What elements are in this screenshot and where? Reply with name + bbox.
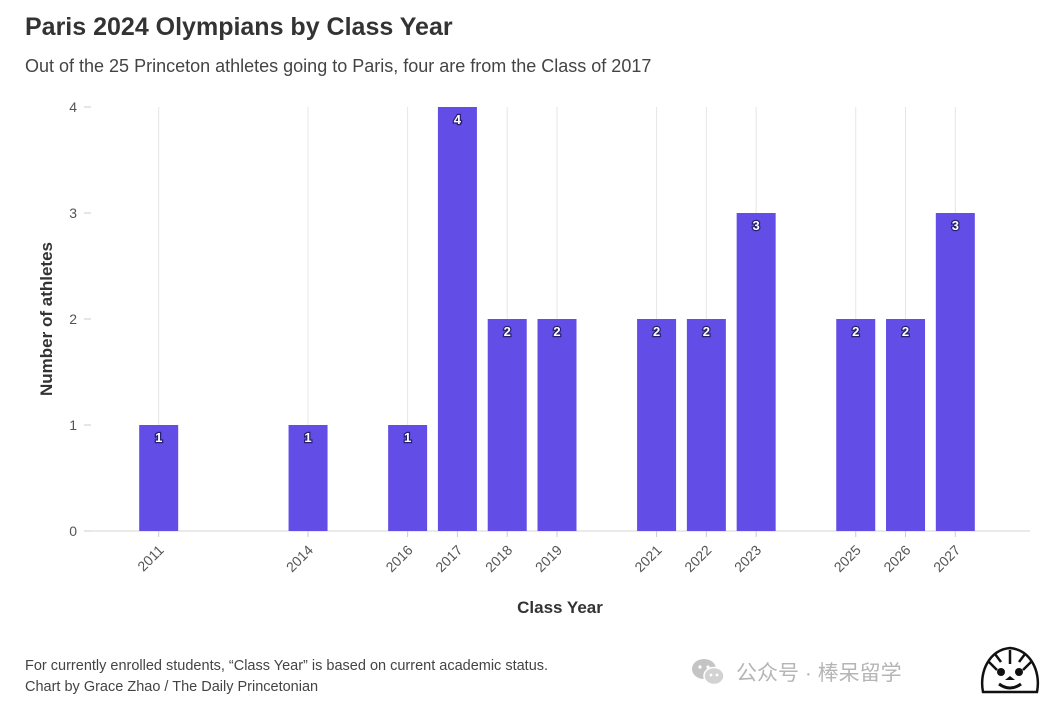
bar bbox=[388, 425, 428, 531]
bar bbox=[836, 319, 876, 531]
bar-data-label: 3 bbox=[952, 218, 959, 233]
bar bbox=[437, 107, 477, 531]
watermark: 公众号 · 棒呆留学 bbox=[690, 652, 902, 692]
x-tick-label: 2016 bbox=[382, 542, 415, 575]
bar bbox=[935, 213, 975, 531]
bar-data-label: 4 bbox=[454, 112, 462, 127]
bar-data-label: 1 bbox=[155, 430, 162, 445]
bar bbox=[288, 425, 328, 531]
bar-data-label: 2 bbox=[553, 324, 560, 339]
bar bbox=[686, 319, 726, 531]
chart-title: Paris 2024 Olympians by Class Year bbox=[25, 13, 453, 41]
bar-data-label: 2 bbox=[902, 324, 909, 339]
x-tick-label: 2019 bbox=[532, 542, 565, 575]
y-tick-label: 1 bbox=[69, 417, 77, 433]
x-axis-label: Class Year bbox=[517, 598, 603, 617]
x-tick-label: 2021 bbox=[631, 542, 664, 575]
bar bbox=[886, 319, 926, 531]
bar-data-label: 1 bbox=[404, 430, 411, 445]
bar bbox=[487, 319, 527, 531]
x-axis-ticks: 2011 2014 2016 2017 2018 2019 2021 2022 2023 2025… bbox=[134, 531, 964, 575]
bar bbox=[736, 213, 776, 531]
y-axis-ticks: 0 1 2 3 4 bbox=[69, 99, 91, 539]
bar-data-label: 2 bbox=[653, 324, 660, 339]
bar bbox=[537, 319, 577, 531]
bar-data-label: 2 bbox=[703, 324, 710, 339]
bar-data-label: 2 bbox=[852, 324, 859, 339]
footer-credit: Chart by Grace Zhao / The Daily Princeto… bbox=[25, 679, 319, 695]
y-tick-label: 2 bbox=[69, 311, 77, 327]
y-tick-label: 3 bbox=[69, 205, 77, 221]
wechat-icon bbox=[692, 659, 725, 686]
chart-footer: For currently enrolled students, “Class … bbox=[25, 656, 548, 698]
bar-data-label: 1 bbox=[304, 430, 311, 445]
y-tick-label: 0 bbox=[69, 523, 77, 539]
y-tick-label: 4 bbox=[69, 99, 77, 115]
x-tick-label: 2018 bbox=[482, 542, 515, 575]
mascot-logo-icon bbox=[980, 646, 1040, 694]
footer-note: For currently enrolled students, “Class … bbox=[25, 658, 549, 674]
x-tick-label: 2023 bbox=[731, 542, 764, 575]
bars: 1 1 1 4 2 2 2 2 3 2 2 3 bbox=[139, 107, 975, 531]
bar bbox=[637, 319, 677, 531]
chart-subtitle: Out of the 25 Princeton athletes going t… bbox=[25, 56, 652, 76]
bar-data-label: 2 bbox=[504, 324, 511, 339]
x-tick-label: 2025 bbox=[831, 542, 864, 575]
x-tick-label: 2027 bbox=[930, 542, 963, 575]
watermark-text: 公众号 · 棒呆留学 bbox=[736, 662, 902, 685]
x-tick-label: 2011 bbox=[134, 542, 167, 575]
bar bbox=[139, 425, 179, 531]
x-tick-label: 2022 bbox=[681, 542, 714, 575]
x-tick-label: 2014 bbox=[283, 542, 316, 575]
bar-data-label: 3 bbox=[753, 218, 760, 233]
y-axis-label: Number of athletes bbox=[37, 242, 56, 396]
x-tick-label: 2026 bbox=[880, 542, 913, 575]
x-tick-label: 2017 bbox=[432, 542, 465, 575]
